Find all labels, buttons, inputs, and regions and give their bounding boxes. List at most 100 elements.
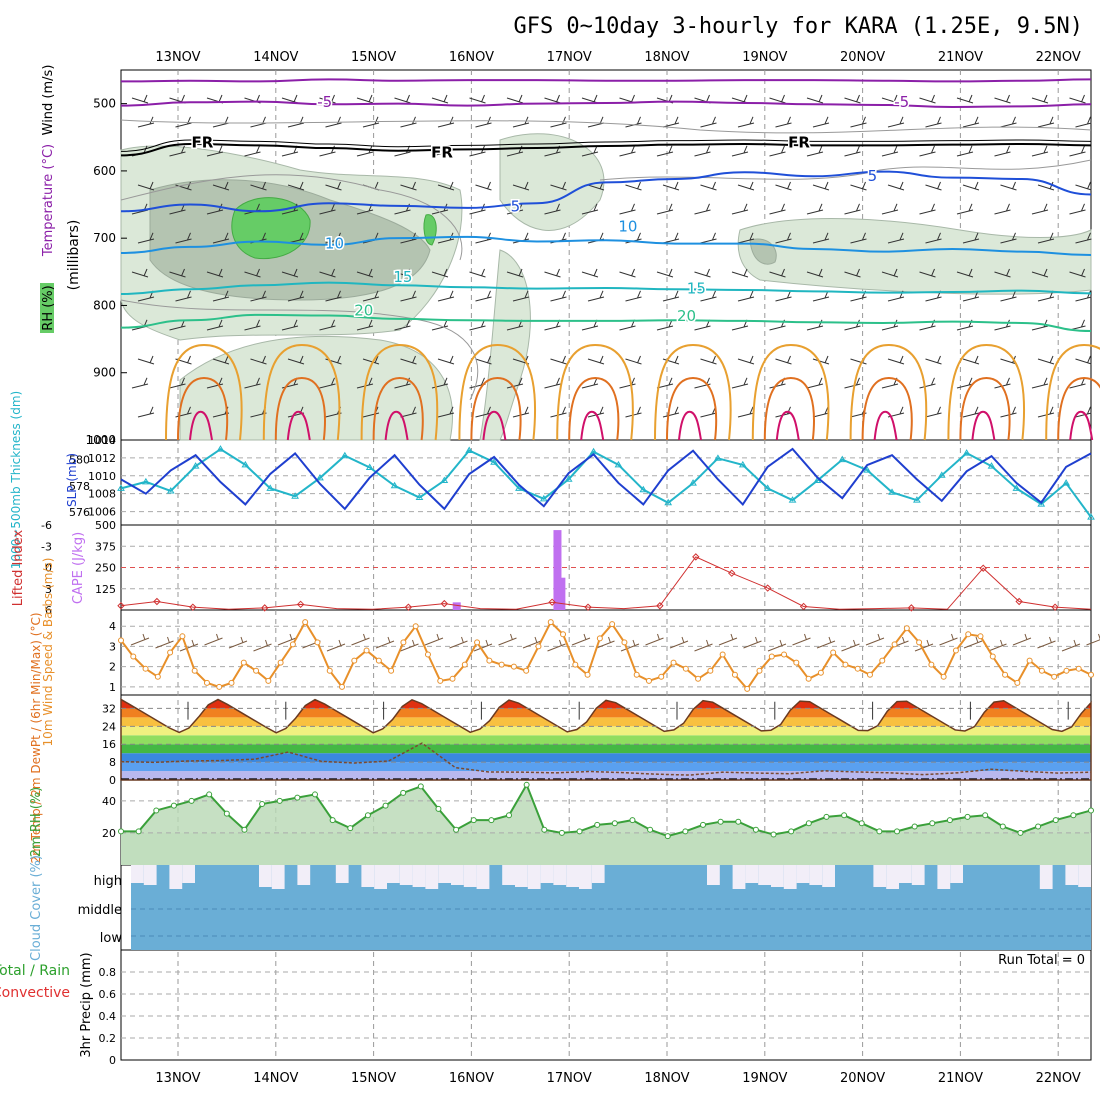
cape-tick-label: 250 <box>95 562 116 575</box>
rh-line-point <box>453 826 460 833</box>
wind-speed-line-point <box>1063 667 1070 674</box>
wind-tick-label: 1 <box>109 681 116 694</box>
wind-barb <box>731 145 749 157</box>
wind-speed-line-point <box>879 657 886 664</box>
wind-barb <box>694 145 711 157</box>
wind-speed-line-point <box>118 637 124 644</box>
date-label-top: 16NOV <box>449 50 494 65</box>
wind-barb <box>1075 232 1092 244</box>
wind-barb <box>571 633 591 646</box>
wind-barb <box>662 355 680 365</box>
wind-barb <box>506 268 524 278</box>
chart-title: GFS 0~10day 3-hourly for KARA (1.25E, 9.… <box>513 14 1083 39</box>
wind-barb <box>1069 94 1086 104</box>
wind-barb <box>887 116 905 128</box>
wind-barb <box>281 268 299 278</box>
wind-barb <box>620 639 640 652</box>
wind-barb <box>619 145 636 157</box>
li-tick-label: 6 <box>45 604 52 617</box>
wind-barb <box>775 355 792 365</box>
wind-speed-line-point <box>167 649 174 656</box>
wind-barb <box>169 377 186 389</box>
wind-speed-line-point <box>191 667 198 674</box>
rh-line-point <box>241 826 248 833</box>
wind-speed-line-point <box>866 671 873 678</box>
wind-barb <box>175 406 192 418</box>
rh-line-point <box>135 828 142 835</box>
wind-barb <box>437 181 455 191</box>
thickness-line-point <box>1012 484 1021 491</box>
wind-barb <box>175 232 192 244</box>
rh-line-point <box>294 794 301 801</box>
wind-barb <box>737 232 755 244</box>
wind-speed-line-point <box>449 675 456 682</box>
rh-line-point <box>805 820 812 827</box>
wind-barb <box>656 377 674 389</box>
isotherm-label: 10 <box>325 234 344 252</box>
mb-tick-label: 600 <box>93 164 116 178</box>
wind-barb <box>319 319 336 331</box>
wind-speed-line-point <box>560 631 567 638</box>
wind-barb <box>769 94 786 104</box>
date-label-bottom: 22NOV <box>1036 1071 1081 1086</box>
wind-barb <box>431 268 449 278</box>
wind-barb <box>850 116 867 128</box>
isotherm-freezing-double <box>120 139 1092 152</box>
lifted-index-point <box>260 604 269 612</box>
wind-barb <box>812 116 830 128</box>
rh-line-point <box>259 801 266 808</box>
isotherm--5 <box>120 78 1092 83</box>
temp-band <box>121 726 1091 736</box>
wind-speed-line-point <box>203 679 210 686</box>
thickness-line-point <box>465 446 474 453</box>
wind-barb <box>400 116 417 128</box>
wind-barb <box>956 94 974 104</box>
wind-barb <box>1069 268 1086 278</box>
wind-barb <box>625 355 642 365</box>
wind-barb <box>737 406 755 418</box>
date-label-top: 14NOV <box>253 50 298 65</box>
wind-speed-line-point <box>437 677 444 684</box>
wind-barb <box>319 268 336 278</box>
rh-line-point <box>946 817 953 824</box>
rh-contour <box>599 159 1092 181</box>
wind-barb <box>581 203 599 215</box>
isotherm-25 <box>849 343 928 441</box>
date-label-bottom: 16NOV <box>449 1071 494 1086</box>
wind-barb <box>662 232 680 244</box>
cape-bar <box>553 530 562 610</box>
cloud-axis-title: Cloud Cover (%) <box>29 855 44 961</box>
rh-line-point <box>1052 817 1059 824</box>
wind-barb <box>169 145 186 157</box>
thickness-line-point <box>913 496 921 503</box>
wind-speed-line-point <box>805 675 812 682</box>
wind-speed-line-point <box>265 677 272 684</box>
isotherm-35 <box>286 410 311 441</box>
wind-barb <box>206 268 224 278</box>
date-label-top: 21NOV <box>938 50 983 65</box>
wind-barb <box>619 268 636 278</box>
wind-barb <box>244 145 261 157</box>
wind-barb <box>169 268 186 278</box>
wind-barb <box>475 290 492 302</box>
wind-barb <box>550 355 567 365</box>
date-label-top: 22NOV <box>1036 50 1081 65</box>
wind-speed-line-point <box>707 667 714 674</box>
wind-barb <box>956 145 974 157</box>
wind-barb <box>437 290 455 302</box>
wind-barb <box>212 290 230 302</box>
rh-line-point <box>594 821 601 828</box>
wind-speed-line-point <box>682 665 689 672</box>
rh-line-point <box>999 823 1006 830</box>
wind-barb <box>281 319 299 331</box>
thickness-line-point <box>1062 479 1071 486</box>
wind-barb <box>424 633 444 646</box>
thickness-line-point <box>415 493 424 501</box>
wind-barb <box>737 355 755 365</box>
wind-speed-line-point <box>940 673 947 680</box>
lifted-index-point <box>117 602 125 610</box>
thickness-line-point <box>1037 500 1046 507</box>
precip-axis-title: 3hr Precip (mm) <box>79 952 94 1057</box>
wind-barb <box>244 268 261 278</box>
